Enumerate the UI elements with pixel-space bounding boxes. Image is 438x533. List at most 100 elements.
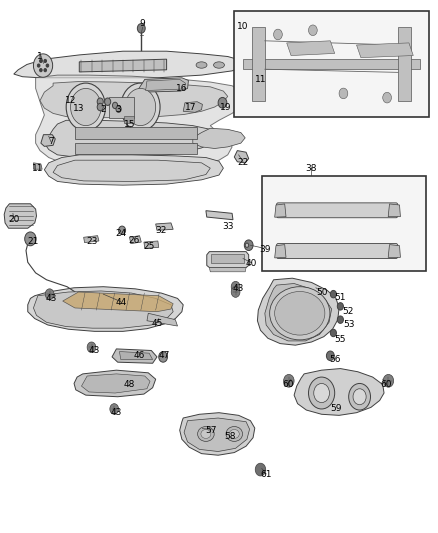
FancyBboxPatch shape — [276, 244, 398, 259]
Polygon shape — [35, 75, 245, 168]
Circle shape — [97, 98, 103, 106]
Text: 45: 45 — [151, 319, 162, 328]
Ellipse shape — [196, 62, 207, 68]
Circle shape — [330, 290, 336, 298]
Text: 60: 60 — [380, 380, 392, 389]
Polygon shape — [209, 268, 246, 272]
Polygon shape — [211, 254, 244, 263]
Text: 50: 50 — [316, 287, 327, 296]
Polygon shape — [265, 284, 332, 341]
Circle shape — [25, 232, 36, 246]
Bar — [262, 176, 426, 271]
Text: 12: 12 — [65, 95, 76, 104]
Circle shape — [87, 342, 96, 353]
Text: 55: 55 — [335, 335, 346, 344]
Text: 59: 59 — [330, 405, 342, 414]
Text: 46: 46 — [134, 351, 145, 360]
Circle shape — [44, 69, 46, 72]
Ellipse shape — [214, 62, 224, 68]
Polygon shape — [41, 135, 55, 147]
Polygon shape — [255, 74, 264, 80]
Text: 22: 22 — [237, 158, 249, 167]
Circle shape — [71, 88, 101, 126]
Text: 1: 1 — [37, 52, 43, 61]
Circle shape — [231, 287, 240, 297]
Text: 9: 9 — [140, 19, 145, 28]
Circle shape — [284, 374, 294, 387]
Text: 10: 10 — [237, 22, 249, 31]
Circle shape — [37, 64, 40, 67]
Polygon shape — [33, 163, 42, 169]
Circle shape — [308, 377, 335, 409]
Polygon shape — [287, 41, 335, 55]
Polygon shape — [63, 292, 173, 312]
Ellipse shape — [226, 426, 243, 441]
Text: 53: 53 — [343, 320, 355, 329]
Text: 38: 38 — [305, 164, 316, 173]
Ellipse shape — [230, 430, 239, 439]
Circle shape — [245, 243, 249, 247]
Polygon shape — [234, 151, 249, 163]
Polygon shape — [147, 313, 177, 326]
Ellipse shape — [198, 426, 214, 441]
Text: 40: 40 — [246, 260, 258, 268]
Bar — [75, 127, 197, 139]
Circle shape — [314, 383, 329, 402]
Circle shape — [159, 352, 167, 362]
Circle shape — [218, 98, 227, 108]
Polygon shape — [130, 236, 141, 244]
Text: 7: 7 — [48, 137, 54, 146]
Circle shape — [39, 69, 42, 72]
Polygon shape — [207, 252, 249, 268]
Polygon shape — [112, 349, 157, 364]
Polygon shape — [275, 204, 286, 217]
Text: 17: 17 — [185, 102, 196, 111]
Polygon shape — [258, 278, 339, 345]
Text: 26: 26 — [128, 237, 140, 246]
Polygon shape — [74, 370, 155, 397]
Circle shape — [113, 102, 118, 109]
Text: 51: 51 — [335, 293, 346, 302]
Ellipse shape — [270, 287, 330, 340]
Text: 11: 11 — [32, 164, 43, 173]
Polygon shape — [243, 59, 420, 69]
Polygon shape — [206, 211, 233, 220]
Polygon shape — [183, 102, 202, 112]
Polygon shape — [388, 204, 400, 217]
Text: 20: 20 — [8, 215, 19, 224]
Bar — [109, 98, 134, 118]
Polygon shape — [144, 241, 159, 248]
Polygon shape — [81, 374, 150, 393]
Circle shape — [39, 59, 42, 62]
Circle shape — [44, 59, 46, 62]
Ellipse shape — [275, 292, 325, 335]
Text: 16: 16 — [176, 84, 187, 93]
Text: 25: 25 — [144, 243, 155, 252]
Text: 60: 60 — [282, 380, 294, 389]
Text: 2: 2 — [100, 105, 106, 114]
Text: 19: 19 — [220, 102, 231, 111]
Polygon shape — [252, 27, 265, 101]
Text: 43: 43 — [89, 346, 100, 355]
Circle shape — [138, 23, 145, 33]
Circle shape — [125, 88, 155, 126]
Polygon shape — [180, 413, 255, 455]
Ellipse shape — [201, 430, 211, 439]
Polygon shape — [357, 43, 413, 58]
Text: 56: 56 — [329, 355, 340, 364]
Circle shape — [326, 351, 334, 361]
Circle shape — [337, 303, 343, 310]
Polygon shape — [28, 287, 183, 332]
Polygon shape — [138, 78, 188, 92]
Text: 23: 23 — [87, 237, 98, 246]
Polygon shape — [184, 418, 250, 451]
Text: 21: 21 — [28, 237, 39, 246]
Circle shape — [119, 226, 126, 235]
Circle shape — [274, 29, 283, 40]
Polygon shape — [398, 27, 411, 101]
Text: 11: 11 — [255, 75, 266, 84]
Polygon shape — [33, 291, 173, 328]
Polygon shape — [4, 204, 36, 228]
Bar — [234, 11, 428, 117]
Bar — [124, 116, 134, 123]
